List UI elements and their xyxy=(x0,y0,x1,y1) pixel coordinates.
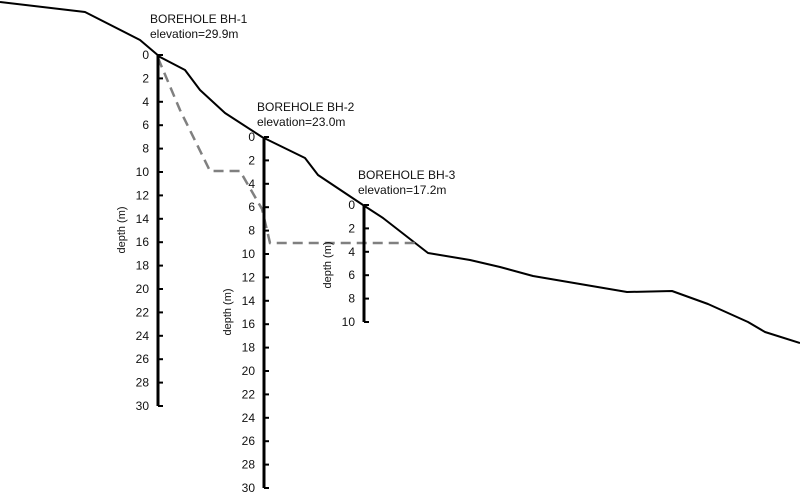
tick-label: 14 xyxy=(136,212,150,226)
tick-label: 26 xyxy=(242,434,256,448)
borehole-bh2: BOREHOLE BH-2 elevation=23.0m 0 2 4 6 8 … xyxy=(222,100,355,495)
borehole-elevation: elevation=17.2m xyxy=(358,183,446,197)
tick-label: 10 xyxy=(242,247,256,261)
depth-ticks: 0 2 4 6 8 10 12 14 16 18 20 xyxy=(136,48,163,413)
tick-label: 20 xyxy=(136,282,150,296)
tick-label: 8 xyxy=(348,292,355,306)
tick-label: 26 xyxy=(136,352,150,366)
tick-label: 6 xyxy=(248,200,255,214)
tick-label: 0 xyxy=(142,48,149,62)
depth-ticks: 0 2 4 6 8 10 12 14 16 18 20 xyxy=(242,130,269,495)
tick-label: 22 xyxy=(136,305,150,319)
borehole-title: BOREHOLE BH-1 xyxy=(150,12,248,26)
tick-label: 16 xyxy=(242,317,256,331)
tick-label: 10 xyxy=(136,165,150,179)
borehole-title: BOREHOLE BH-2 xyxy=(257,100,355,114)
tick-label: 30 xyxy=(242,481,256,495)
tick-label: 0 xyxy=(348,198,355,212)
depth-ticks: 0 2 4 6 8 10 xyxy=(342,198,369,329)
borehole-elevation: elevation=29.9m xyxy=(150,27,238,41)
tick-label: 24 xyxy=(242,411,256,425)
tick-label: 18 xyxy=(242,341,256,355)
tick-label: 20 xyxy=(242,364,256,378)
tick-label: 12 xyxy=(242,270,256,284)
tick-label: 4 xyxy=(348,245,355,259)
tick-label: 22 xyxy=(242,387,256,401)
tick-label: 10 xyxy=(342,315,356,329)
soil-interface-dashed-line xyxy=(156,57,420,245)
tick-label: 4 xyxy=(142,95,149,109)
depth-axis-label: depth (m) xyxy=(116,206,128,253)
depth-axis-label: depth (m) xyxy=(222,288,234,335)
depth-axis-label: depth (m) xyxy=(322,241,334,288)
tick-label: 0 xyxy=(248,130,255,144)
tick-label: 8 xyxy=(142,142,149,156)
tick-label: 2 xyxy=(142,71,149,85)
tick-label: 2 xyxy=(348,221,355,235)
ground-surface-line xyxy=(0,1,800,344)
borehole-bh1: BOREHOLE BH-1 elevation=29.9m 0 2 4 6 8 … xyxy=(116,12,248,413)
borehole-bh3: BOREHOLE BH-3 elevation=17.2m 0 2 4 6 8 … xyxy=(322,168,456,329)
tick-label: 16 xyxy=(136,235,150,249)
tick-label: 2 xyxy=(248,153,255,167)
tick-label: 28 xyxy=(136,376,150,390)
borehole-title: BOREHOLE BH-3 xyxy=(358,168,456,182)
tick-label: 12 xyxy=(136,188,150,202)
tick-label: 14 xyxy=(242,294,256,308)
borehole-elevation: elevation=23.0m xyxy=(257,115,345,129)
tick-label: 4 xyxy=(248,177,255,191)
tick-label: 28 xyxy=(242,458,256,472)
tick-label: 24 xyxy=(136,329,150,343)
tick-label: 6 xyxy=(348,268,355,282)
tick-label: 6 xyxy=(142,118,149,132)
tick-label: 8 xyxy=(248,224,255,238)
tick-label: 30 xyxy=(136,399,150,413)
tick-label: 18 xyxy=(136,259,150,273)
